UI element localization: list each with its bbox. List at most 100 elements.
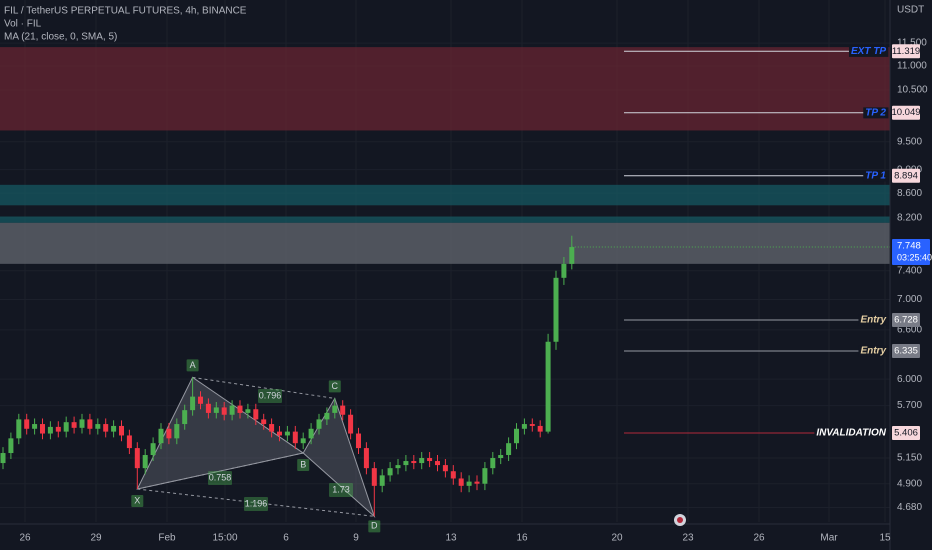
candle-body — [0, 453, 6, 464]
candle-body — [79, 419, 85, 428]
y-tick-label: 10.500 — [897, 85, 928, 96]
pattern-point-box — [297, 459, 310, 472]
candle-body — [63, 422, 69, 432]
ratio-label: 0.796 — [259, 390, 282, 400]
x-tick-label: Mar — [820, 533, 838, 544]
x-tick-label: 6 — [283, 533, 289, 544]
candle-body — [237, 405, 243, 413]
level-label-bg — [858, 314, 889, 326]
candle-body — [292, 431, 298, 444]
candle-body — [529, 424, 535, 426]
current-price-label: 7.748 — [897, 241, 921, 252]
y-tick-label: 9.500 — [897, 136, 922, 147]
level-label: Entry — [860, 315, 886, 326]
candle-body — [277, 431, 282, 436]
y-tick-label: 7.400 — [897, 265, 922, 276]
candle-body — [245, 409, 251, 413]
candle-body — [569, 247, 575, 264]
y-tick-label: 11.000 — [897, 61, 927, 72]
level-label-bg — [858, 345, 889, 357]
ratio-label: 1.196 — [245, 498, 268, 508]
candle-body — [213, 407, 219, 413]
chart-title: FIL / TetherUS PERPETUAL FUTURES, 4h, BI… — [4, 6, 247, 17]
candle-body — [55, 426, 61, 432]
candle-body — [308, 428, 314, 439]
price-badge-label: 5.406 — [894, 427, 918, 438]
y-tick-label: 11.500 — [897, 38, 927, 49]
level-label-bg — [863, 107, 889, 119]
zone — [0, 47, 890, 131]
candle-body — [521, 424, 527, 429]
y-tick-label: 4.680 — [897, 502, 922, 513]
price-badge — [892, 312, 920, 327]
candle-body — [514, 428, 519, 444]
candle-body — [340, 405, 346, 415]
level-label-bg — [848, 45, 889, 57]
zone — [0, 184, 890, 206]
candle-body — [442, 465, 448, 472]
level-label-bg — [863, 170, 889, 182]
candle-body — [261, 419, 267, 425]
price-badge-label: 6.335 — [894, 346, 918, 357]
indicator: Vol · FIL — [4, 19, 42, 30]
y-tick-label: 5.150 — [897, 453, 922, 464]
ratio-box — [329, 483, 353, 497]
pattern-point-label: A — [190, 360, 196, 370]
pattern-point-label: C — [332, 381, 339, 391]
pattern-line — [137, 452, 304, 490]
ratio-box — [258, 389, 282, 403]
candle-body — [474, 481, 480, 484]
candle-body — [300, 438, 306, 444]
candle-body — [419, 458, 425, 464]
candle-body — [229, 405, 235, 415]
candle-body — [95, 424, 101, 429]
candle-body — [174, 424, 180, 439]
candle-body — [332, 405, 338, 413]
candle-body — [498, 455, 504, 459]
y-tick-label: 8.200 — [897, 212, 922, 223]
price-badge-label: 8.894 — [894, 170, 918, 181]
level-label: TP 2 — [865, 107, 886, 118]
zone — [0, 222, 890, 264]
candle-body — [190, 396, 196, 411]
candle-body — [506, 443, 512, 456]
candle-body — [8, 438, 14, 454]
candle-body — [284, 431, 290, 436]
candle-body — [134, 448, 140, 469]
candle-body — [395, 465, 401, 469]
x-tick-label: Feb — [158, 533, 176, 544]
price-badge — [892, 425, 920, 440]
x-tick-label: 16 — [516, 533, 528, 544]
ratio-label: 1.73 — [332, 484, 350, 494]
candle-body — [466, 481, 472, 486]
candle-body — [166, 428, 172, 439]
price-badge-label: 11.319 — [892, 46, 920, 57]
candle-body — [253, 409, 259, 420]
candle-body — [142, 455, 148, 469]
price-badge-label: 10.049 — [891, 107, 920, 118]
price-badge — [892, 105, 920, 120]
candle-body — [111, 425, 117, 432]
candle-body — [40, 424, 45, 434]
price-badge — [892, 168, 920, 183]
candle-body — [561, 263, 567, 278]
candle-body — [435, 461, 440, 466]
candle-body — [363, 448, 369, 469]
x-tick-label: 23 — [682, 533, 694, 544]
price-badge — [892, 344, 920, 359]
y-tick-label: 5.700 — [897, 400, 922, 411]
y-tick-label: 6.000 — [897, 374, 922, 385]
axis-unit: USDT — [897, 5, 924, 16]
price-badge — [892, 44, 920, 59]
candle-body — [205, 403, 211, 413]
candle-body — [324, 412, 330, 420]
y-tick-label: 7.000 — [897, 294, 922, 305]
ratio-box — [208, 471, 232, 485]
x-tick-label: 29 — [90, 533, 102, 544]
countdown: 03:25:40 — [897, 252, 932, 262]
candle-body — [198, 396, 203, 404]
pattern-line — [137, 488, 375, 517]
pattern-point-box — [186, 359, 199, 372]
candle-body — [450, 471, 456, 479]
